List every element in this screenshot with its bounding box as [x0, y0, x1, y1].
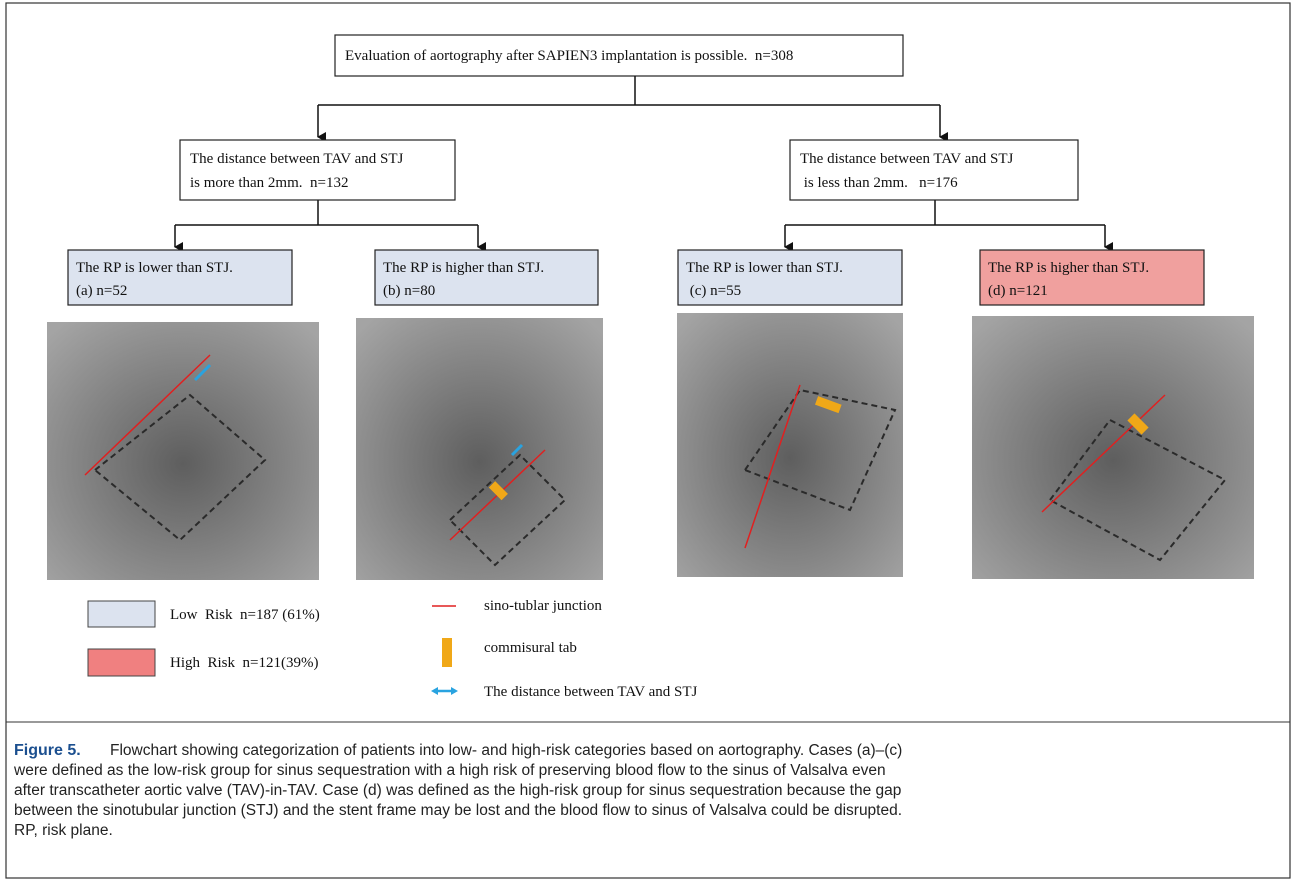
angiogram-b [356, 318, 603, 580]
level2-text: The RP is lower than STJ. [76, 260, 233, 276]
legend-swatch [88, 601, 155, 627]
level1-text: is more than 2mm. n=132 [190, 175, 348, 191]
level2-text: The RP is higher than STJ. [988, 260, 1149, 276]
legend-label: Low Risk n=187 (61%) [170, 607, 320, 623]
level1-text: The distance between TAV and STJ [800, 151, 1014, 167]
level2-text: The RP is higher than STJ. [383, 260, 544, 276]
caption-label: Figure 5. [14, 742, 81, 759]
level2-text: (d) n=121 [988, 283, 1048, 299]
level1-text: The distance between TAV and STJ [190, 151, 404, 167]
legend-label: sino-tublar junction [484, 598, 602, 614]
angiogram-d [972, 316, 1254, 579]
caption-text: between the sinotubular junction (STJ) a… [14, 802, 902, 819]
figure: Evaluation of aortography after SAPIEN3 … [0, 0, 1297, 882]
legend-label: commisural tab [484, 640, 577, 656]
level2-text: (a) n=52 [76, 283, 127, 299]
level2-text: (b) n=80 [383, 283, 435, 299]
legend-symbol [442, 638, 452, 667]
caption-text: after transcatheter aortic valve (TAV)-i… [14, 782, 901, 799]
root-text: Evaluation of aortography after SAPIEN3 … [345, 48, 793, 64]
level1-text: is less than 2mm. n=176 [800, 175, 958, 191]
legend-label: High Risk n=121(39%) [170, 655, 318, 671]
angiogram-a [47, 322, 319, 580]
level1-box [790, 140, 1078, 200]
legend-symbol [431, 687, 458, 695]
level2-text: The RP is lower than STJ. [686, 260, 843, 276]
legend-label: The distance between TAV and STJ [484, 684, 698, 700]
level1-box [180, 140, 455, 200]
legend-swatch [88, 649, 155, 676]
caption-text: RP, risk plane. [14, 822, 113, 839]
level2-text: (c) n=55 [686, 283, 741, 299]
caption-text: were defined as the low-risk group for s… [13, 762, 886, 779]
caption-text: Flowchart showing categorization of pati… [110, 742, 902, 759]
angiogram-c [677, 313, 903, 577]
